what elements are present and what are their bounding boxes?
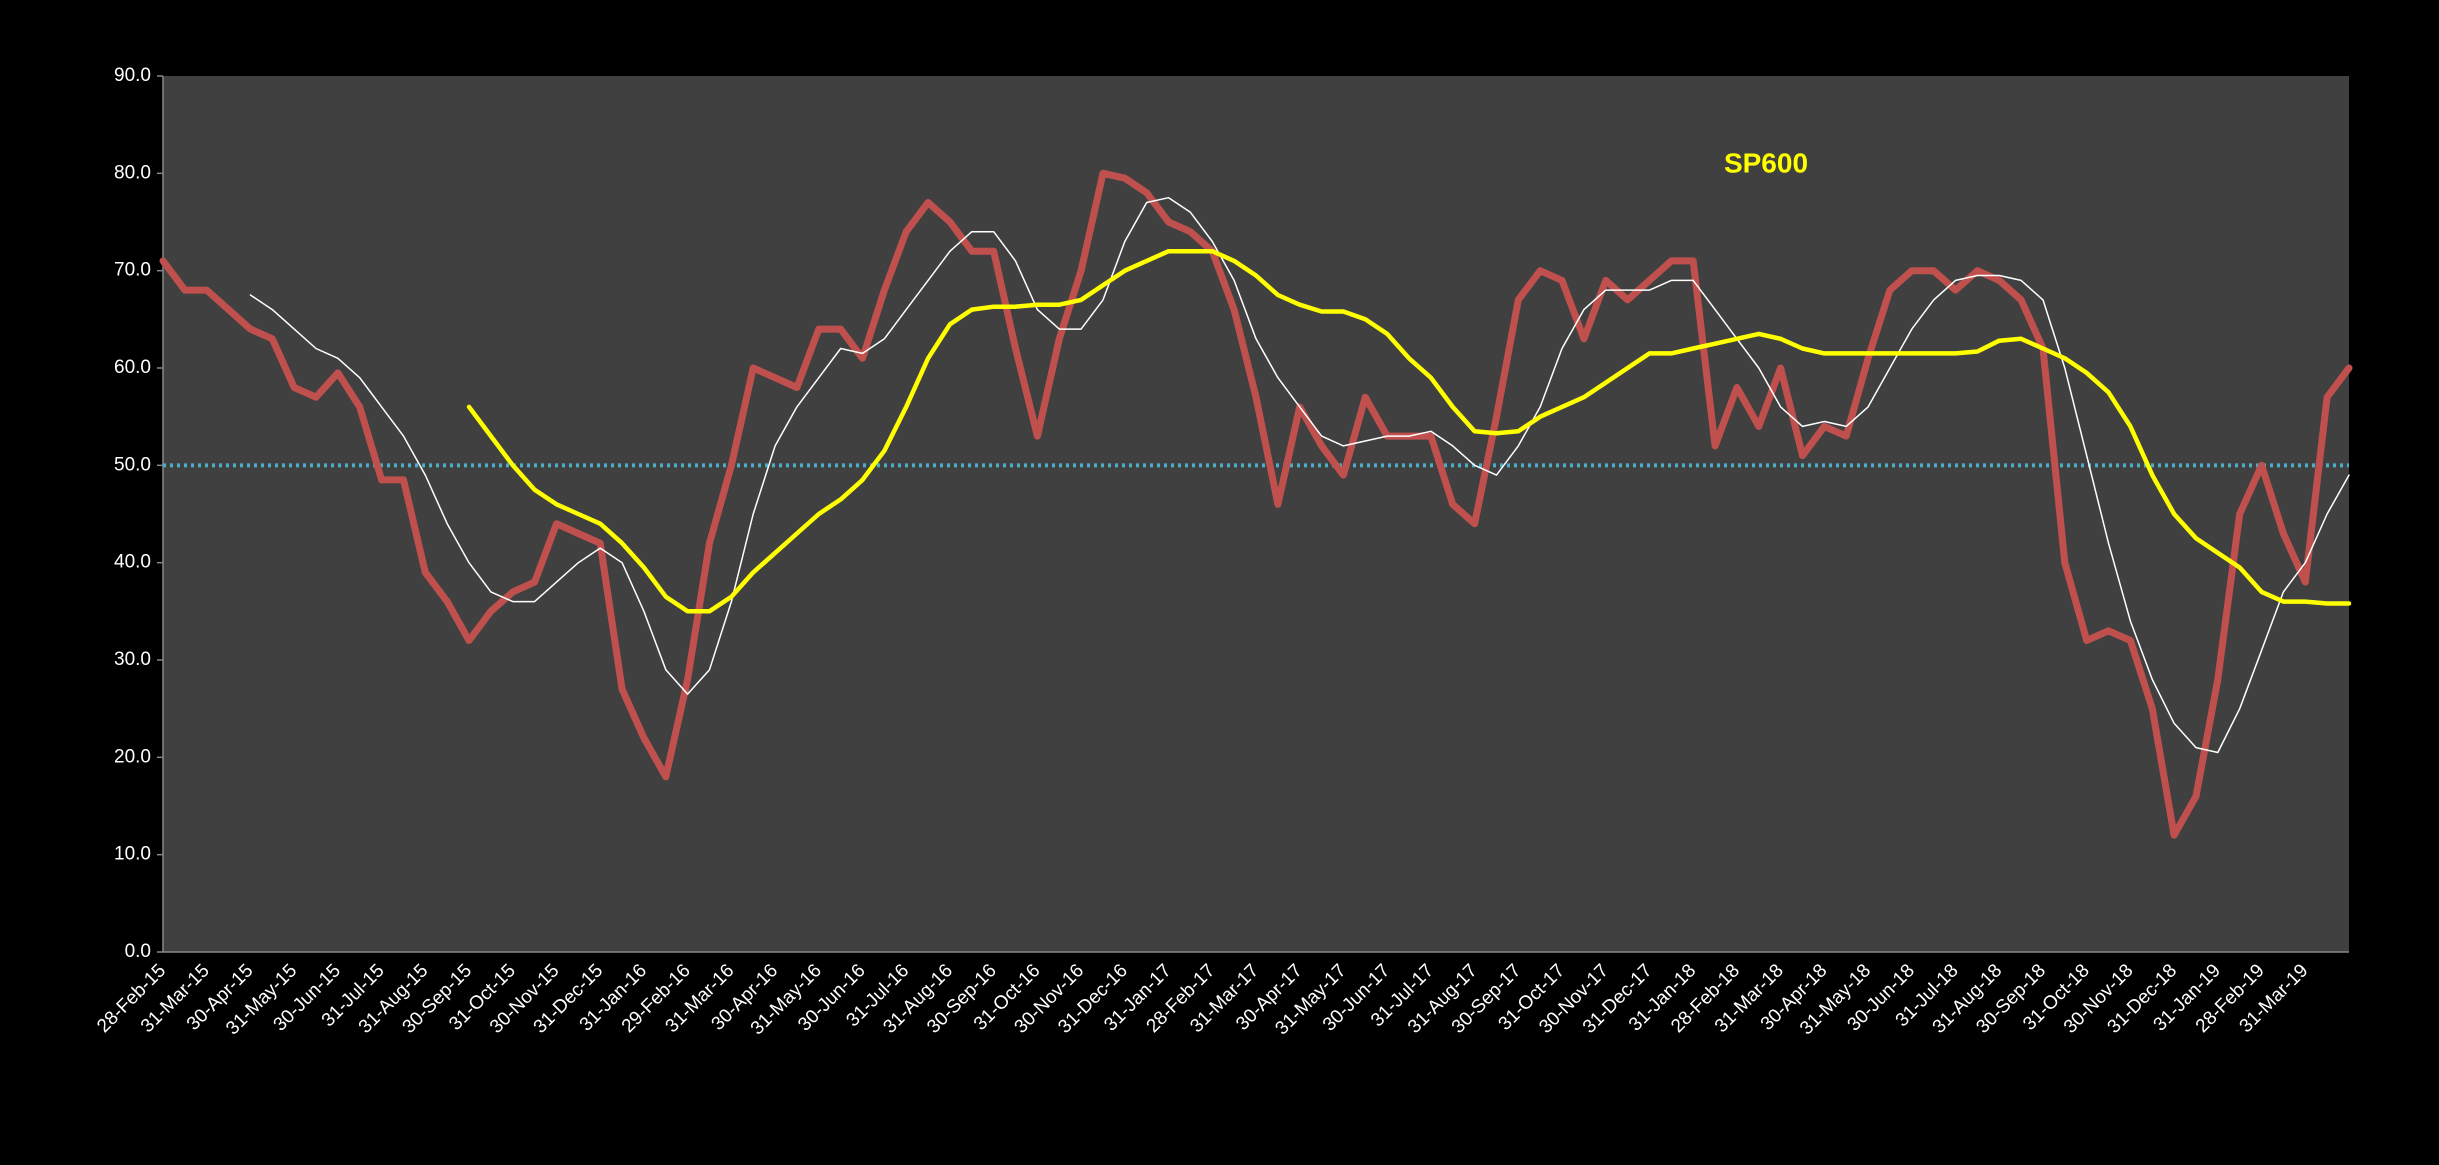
y-tick-label: 10.0 [114, 844, 151, 865]
y-tick-label: 80.0 [114, 162, 151, 183]
plot-area [163, 76, 2349, 952]
y-tick-label: 70.0 [114, 260, 151, 281]
series-line [249, 196, 2350, 754]
y-tick-label: 90.0 [114, 65, 151, 86]
y-tick-label: 0.0 [125, 941, 151, 962]
y-tick-label: 30.0 [114, 649, 151, 670]
y-tick-label: 60.0 [114, 357, 151, 378]
y-tick-label: 50.0 [114, 454, 151, 475]
series-line [466, 248, 2352, 614]
y-tick-label: 20.0 [114, 746, 151, 767]
series-line [159, 169, 2353, 839]
chart-title: SP600 [1724, 147, 1808, 178]
y-tick-label: 40.0 [114, 552, 151, 573]
